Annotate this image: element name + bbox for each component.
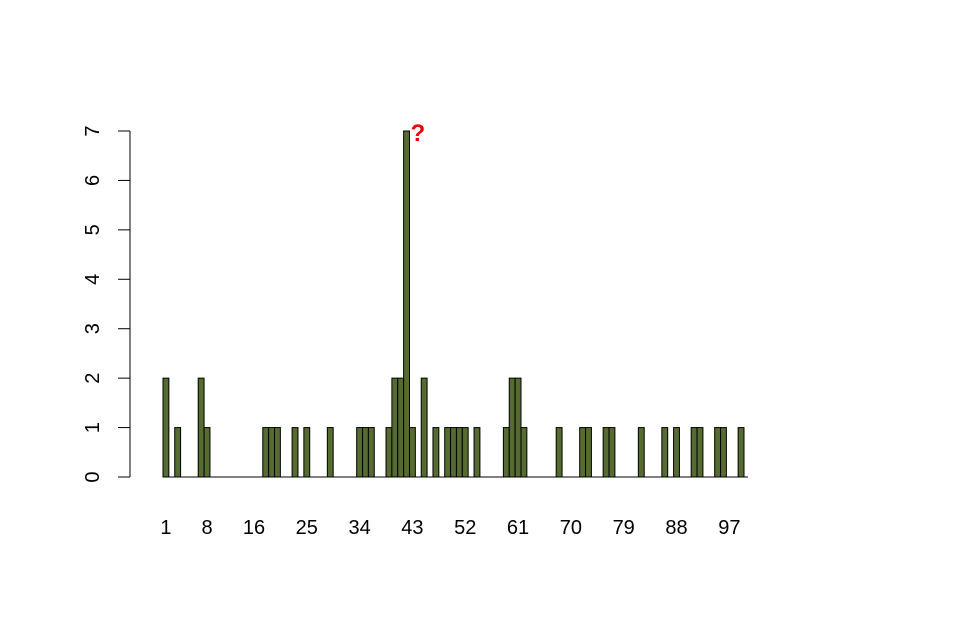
bar (579, 427, 587, 478)
bar (450, 427, 457, 478)
bar (356, 427, 364, 478)
y-tick-label: 0 (82, 471, 104, 482)
x-tick-label: 52 (454, 517, 476, 539)
bar (403, 130, 410, 478)
bar (520, 427, 528, 478)
bar (391, 377, 399, 478)
x-tick-label: 88 (665, 517, 687, 539)
x-tick-label: 1 (160, 517, 171, 539)
bar (661, 427, 669, 478)
bar (637, 427, 645, 478)
bar (555, 427, 563, 478)
bar (268, 427, 276, 478)
bar (455, 427, 463, 478)
bar (714, 427, 722, 478)
y-tick-label: 6 (82, 175, 104, 186)
bar (174, 427, 182, 478)
y-tick-label: 7 (82, 125, 104, 136)
bar (502, 427, 510, 478)
x-tick-label: 34 (348, 517, 370, 539)
bar (203, 427, 211, 478)
bar (397, 377, 405, 478)
bar (608, 427, 616, 478)
bar (473, 427, 481, 478)
bar (514, 377, 522, 478)
bar (291, 427, 299, 478)
y-tick-label: 1 (82, 422, 104, 433)
y-tick-label: 3 (82, 323, 104, 334)
bar (432, 427, 440, 478)
x-tick-label: 79 (613, 517, 635, 539)
x-tick-label: 25 (296, 517, 318, 539)
bar (162, 377, 170, 478)
bar (737, 427, 745, 478)
bar (690, 427, 698, 478)
x-tick-label: 70 (560, 517, 582, 539)
bar (408, 427, 416, 478)
bar (461, 427, 469, 478)
bar (585, 427, 592, 478)
bar (444, 427, 452, 478)
bar (262, 427, 270, 478)
y-tick-label: 5 (82, 224, 104, 235)
bar (696, 427, 704, 478)
bar (602, 427, 610, 478)
y-tick-label: 4 (82, 274, 104, 285)
annotation: ? (410, 120, 425, 147)
x-tick-label: 61 (507, 517, 529, 539)
x-tick-label: 43 (401, 517, 423, 539)
bar (197, 377, 205, 478)
bar (508, 377, 516, 478)
bar (326, 427, 334, 478)
bar (673, 427, 680, 478)
x-tick-label: 97 (718, 517, 740, 539)
bar (274, 427, 281, 478)
bar (362, 427, 369, 478)
bar (420, 377, 428, 478)
x-tick-label: 8 (201, 517, 212, 539)
bar (385, 427, 393, 478)
bar (720, 427, 727, 478)
bar (303, 427, 311, 478)
bar (367, 427, 375, 478)
x-tick-label: 16 (243, 517, 265, 539)
y-tick-label: 2 (82, 373, 104, 384)
